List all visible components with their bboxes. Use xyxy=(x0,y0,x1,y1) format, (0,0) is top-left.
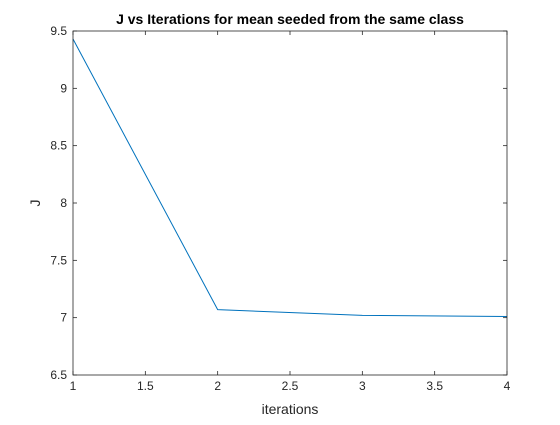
y-tick-label: 7.5 xyxy=(50,253,67,267)
x-tick-label: 2 xyxy=(214,379,221,393)
y-axis-label: J xyxy=(27,200,43,207)
x-tick-label: 3 xyxy=(359,379,366,393)
y-tick-label: 8 xyxy=(60,196,67,210)
y-tick-label: 8.5 xyxy=(50,139,67,153)
y-tick-label: 6.5 xyxy=(50,368,67,382)
y-tick-label: 7 xyxy=(60,311,67,325)
plot-background xyxy=(73,31,507,375)
x-axis-label: iterations xyxy=(262,401,319,417)
x-tick-label: 1.5 xyxy=(137,379,154,393)
y-tick-label: 9 xyxy=(60,81,67,95)
x-tick-label: 4 xyxy=(504,379,511,393)
chart-title: J vs Iterations for mean seeded from the… xyxy=(116,11,464,27)
x-tick-label: 2.5 xyxy=(282,379,299,393)
y-tick-label: 9.5 xyxy=(50,24,67,38)
x-tick-label: 1 xyxy=(70,379,77,393)
x-tick-label: 3.5 xyxy=(426,379,443,393)
